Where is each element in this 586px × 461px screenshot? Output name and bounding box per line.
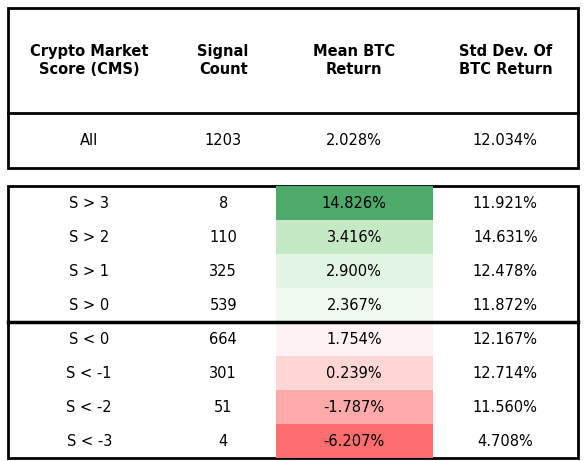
Text: Crypto Market
Score (CMS): Crypto Market Score (CMS) bbox=[30, 44, 148, 77]
Text: 14.631%: 14.631% bbox=[473, 230, 537, 244]
Bar bbox=[276, 424, 432, 458]
Text: S > 0: S > 0 bbox=[69, 297, 110, 313]
Text: Signal
Count: Signal Count bbox=[197, 44, 249, 77]
Text: 51: 51 bbox=[214, 400, 233, 414]
Bar bbox=[8, 186, 578, 458]
Text: 11.921%: 11.921% bbox=[473, 195, 538, 211]
Text: 12.714%: 12.714% bbox=[473, 366, 538, 380]
Text: 14.826%: 14.826% bbox=[322, 195, 387, 211]
Text: Std Dev. Of
BTC Return: Std Dev. Of BTC Return bbox=[458, 44, 552, 77]
Text: S > 3: S > 3 bbox=[69, 195, 109, 211]
Text: 12.034%: 12.034% bbox=[473, 133, 538, 148]
Text: 12.478%: 12.478% bbox=[473, 264, 538, 278]
Text: 325: 325 bbox=[209, 264, 237, 278]
Text: -1.787%: -1.787% bbox=[323, 400, 385, 414]
Bar bbox=[8, 8, 578, 168]
Bar bbox=[276, 186, 432, 220]
Text: 0.239%: 0.239% bbox=[326, 366, 382, 380]
Text: Mean BTC
Return: Mean BTC Return bbox=[313, 44, 396, 77]
Bar bbox=[276, 254, 432, 288]
Text: 2.028%: 2.028% bbox=[326, 133, 382, 148]
Text: S > 2: S > 2 bbox=[69, 230, 110, 244]
Bar bbox=[276, 288, 432, 322]
Text: 2.900%: 2.900% bbox=[326, 264, 382, 278]
Bar bbox=[276, 220, 432, 254]
Text: All: All bbox=[80, 133, 98, 148]
Bar bbox=[276, 322, 432, 356]
Text: S < -3: S < -3 bbox=[67, 433, 112, 449]
Text: S < 0: S < 0 bbox=[69, 331, 110, 347]
Text: 1203: 1203 bbox=[205, 133, 242, 148]
Text: 4.708%: 4.708% bbox=[478, 433, 533, 449]
Bar bbox=[276, 390, 432, 424]
Text: 301: 301 bbox=[209, 366, 237, 380]
Text: 11.872%: 11.872% bbox=[473, 297, 538, 313]
Text: 11.560%: 11.560% bbox=[473, 400, 538, 414]
Text: S < -1: S < -1 bbox=[66, 366, 112, 380]
Text: 664: 664 bbox=[209, 331, 237, 347]
Text: -6.207%: -6.207% bbox=[323, 433, 385, 449]
Text: 8: 8 bbox=[219, 195, 228, 211]
Text: 539: 539 bbox=[209, 297, 237, 313]
Bar bbox=[276, 356, 432, 390]
Text: 3.416%: 3.416% bbox=[326, 230, 382, 244]
Text: 1.754%: 1.754% bbox=[326, 331, 382, 347]
Text: S > 1: S > 1 bbox=[69, 264, 109, 278]
Text: 12.167%: 12.167% bbox=[473, 331, 538, 347]
Text: 110: 110 bbox=[209, 230, 237, 244]
Text: 2.367%: 2.367% bbox=[326, 297, 382, 313]
Text: S < -2: S < -2 bbox=[66, 400, 112, 414]
Text: 4: 4 bbox=[219, 433, 228, 449]
